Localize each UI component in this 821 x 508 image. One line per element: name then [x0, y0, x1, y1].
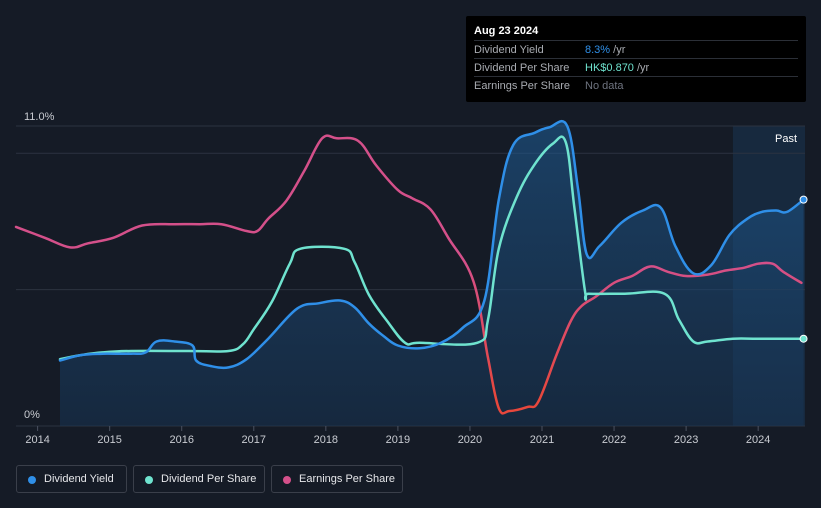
earnings-per-share-line — [14, 134, 803, 415]
x-tick-label: 2024 — [746, 434, 770, 446]
tooltip-label: Earnings Per Share — [474, 80, 570, 92]
dividend-yield-endpoint — [799, 195, 808, 204]
y-tick-label: 0% — [24, 409, 40, 421]
tooltip-row-dividend-yield: Dividend Yield 8.3% /yr — [474, 40, 798, 59]
series-lines — [14, 120, 808, 415]
tooltip-value: No data — [585, 80, 624, 92]
x-tick-label: 2020 — [458, 434, 482, 446]
x-tick-label: 2016 — [169, 434, 193, 446]
x-axis: 2014 2015 2016 2017 2018 2019 2020 2021 2022 2023… — [25, 426, 770, 446]
legend-label: Dividend Yield — [44, 473, 114, 485]
dividend-yield-line — [58, 120, 805, 370]
tooltip-row-earnings-per-share: Earnings Per Share No data — [474, 76, 798, 95]
tooltip: Aug 23 2024 Dividend Yield 8.3% /yr Divi… — [466, 16, 806, 102]
tooltip-value: HK$0.870 /yr — [585, 62, 650, 74]
tooltip-date: Aug 23 2024 — [474, 25, 539, 37]
y-tick-label: 11.0% — [24, 111, 55, 123]
legend-dot-icon — [283, 476, 291, 484]
legend-item-dividend-per-share[interactable]: Dividend Per Share — [133, 465, 265, 493]
x-tick-label: 2018 — [314, 434, 338, 446]
x-tick-label: 2022 — [602, 434, 626, 446]
x-tick-label: 2017 — [242, 434, 266, 446]
tooltip-row-dividend-per-share: Dividend Per Share HK$0.870 /yr — [474, 58, 798, 77]
x-tick-label: 2014 — [25, 434, 49, 446]
x-tick-label: 2019 — [386, 434, 410, 446]
tooltip-label: Dividend Per Share — [474, 62, 570, 74]
legend-dot-icon — [145, 476, 153, 484]
x-tick-label: 2015 — [97, 434, 121, 446]
dividend-per-share-line — [58, 135, 805, 361]
legend-item-dividend-yield[interactable]: Dividend Yield — [16, 465, 127, 493]
legend-label: Dividend Per Share — [161, 473, 257, 485]
legend-dot-icon — [28, 476, 36, 484]
tooltip-value: 8.3% /yr — [585, 44, 626, 56]
dividend-per-share-endpoint — [799, 334, 808, 343]
dividend-yield-area — [60, 121, 804, 427]
legend-label: Earnings Per Share — [299, 473, 395, 485]
legend-item-earnings-per-share[interactable]: Earnings Per Share — [271, 465, 403, 493]
y-axis: 11.0% 0% — [24, 111, 55, 421]
tooltip-label: Dividend Yield — [474, 44, 544, 56]
x-tick-label: 2021 — [530, 434, 554, 446]
x-tick-label: 2023 — [674, 434, 698, 446]
past-label: Past — [775, 133, 797, 145]
